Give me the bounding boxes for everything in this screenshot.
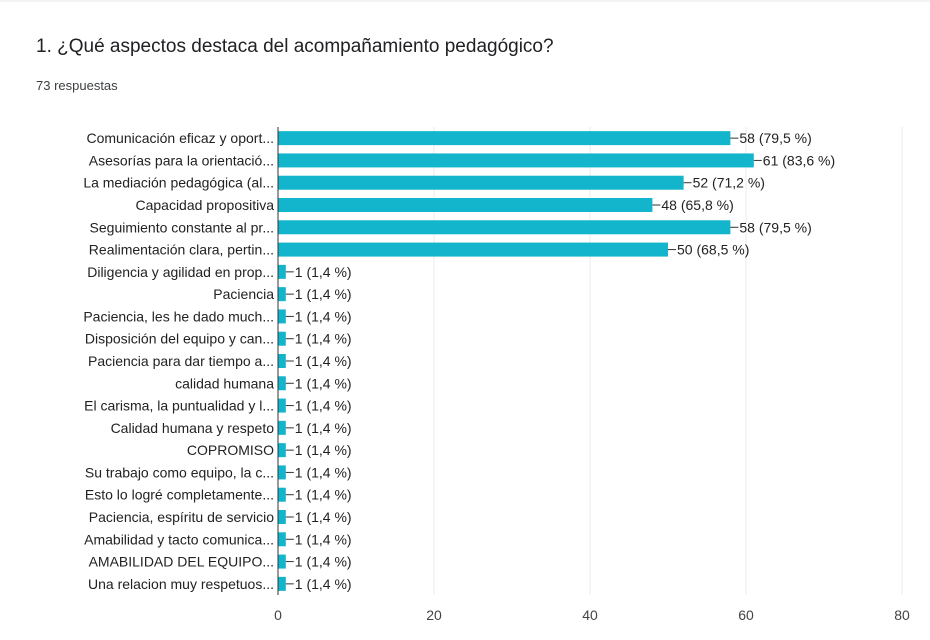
card-top-border xyxy=(0,0,930,2)
bar xyxy=(278,443,286,458)
x-tick-label: 0 xyxy=(274,607,282,623)
data-label: 61 (83,6 %) xyxy=(763,152,835,168)
bar xyxy=(278,554,286,569)
category-label: Paciencia xyxy=(213,286,274,302)
bar xyxy=(278,131,731,146)
data-label: 1 (1,4 %) xyxy=(295,442,352,458)
category-label: Paciencia para dar tiempo a... xyxy=(88,353,274,369)
bar xyxy=(278,576,286,591)
data-label: 1 (1,4 %) xyxy=(295,353,352,369)
category-label: Seguimiento constante al pr... xyxy=(90,219,274,235)
bar xyxy=(278,287,286,302)
category-label: Diligencia y agilidad en prop... xyxy=(87,264,274,280)
category-label: calidad humana xyxy=(175,375,274,391)
category-label: Una relacion muy respetuos... xyxy=(88,576,274,592)
x-tick-label: 80 xyxy=(894,607,910,623)
data-label: 1 (1,4 %) xyxy=(295,420,352,436)
bar xyxy=(278,398,286,413)
bar xyxy=(278,175,684,190)
bar xyxy=(278,220,731,235)
category-label: Paciencia, espíritu de servicio xyxy=(89,509,274,525)
category-label: Capacidad propositiva xyxy=(135,197,274,213)
category-label: Paciencia, les he dado much... xyxy=(83,308,274,324)
bar xyxy=(278,532,286,547)
category-label: Amabilidad y tacto comunica... xyxy=(84,531,274,547)
bar xyxy=(278,465,286,480)
bar xyxy=(278,487,286,502)
bar xyxy=(278,309,286,324)
data-label: 58 (79,5 %) xyxy=(739,130,811,146)
category-label: Esto lo logré completamente... xyxy=(85,487,274,503)
data-label: 1 (1,4 %) xyxy=(295,331,352,347)
category-label: Realimentación clara, pertin... xyxy=(89,242,274,258)
data-label: 52 (71,2 %) xyxy=(693,175,765,191)
category-label: Disposición del equipo y can... xyxy=(85,331,274,347)
data-label: 1 (1,4 %) xyxy=(295,308,352,324)
category-label: Su trabajo como equipo, la c... xyxy=(85,464,274,480)
bar xyxy=(278,376,286,391)
x-tick-label: 60 xyxy=(738,607,754,623)
data-label: 1 (1,4 %) xyxy=(295,531,352,547)
data-label: 1 (1,4 %) xyxy=(295,264,352,280)
data-label: 1 (1,4 %) xyxy=(295,398,352,414)
x-tick-label: 40 xyxy=(582,607,598,623)
question-title: 1. ¿Qué aspectos destaca del acompañamie… xyxy=(36,36,554,57)
data-label: 1 (1,4 %) xyxy=(295,554,352,570)
bar xyxy=(278,264,286,279)
response-count: 73 respuestas xyxy=(36,78,118,93)
category-label: El carisma, la puntualidad y l... xyxy=(84,398,274,414)
data-label: 1 (1,4 %) xyxy=(295,375,352,391)
category-label: Asesorías para la orientació... xyxy=(89,152,274,168)
data-label: 1 (1,4 %) xyxy=(295,576,352,592)
x-tick-label: 20 xyxy=(426,607,442,623)
bar xyxy=(278,153,754,168)
bar xyxy=(278,331,286,346)
category-label: COPROMISO xyxy=(187,442,274,458)
data-label: 1 (1,4 %) xyxy=(295,286,352,302)
bar xyxy=(278,420,286,435)
data-label: 48 (65,8 %) xyxy=(661,197,733,213)
data-label: 58 (79,5 %) xyxy=(739,219,811,235)
data-label: 50 (68,5 %) xyxy=(677,242,749,258)
bar xyxy=(278,242,668,257)
bar xyxy=(278,510,286,524)
bar xyxy=(278,198,653,212)
category-label: AMABILIDAD DEL EQUIPO... xyxy=(89,554,274,570)
data-label: 1 (1,4 %) xyxy=(295,464,352,480)
category-label: La mediación pedagógica (al... xyxy=(83,175,274,191)
data-label: 1 (1,4 %) xyxy=(295,509,352,525)
data-label: 1 (1,4 %) xyxy=(295,487,352,503)
category-label: Comunicación eficaz y oport... xyxy=(86,130,274,146)
category-label: Calidad humana y respeto xyxy=(111,420,275,436)
bar xyxy=(278,354,286,368)
